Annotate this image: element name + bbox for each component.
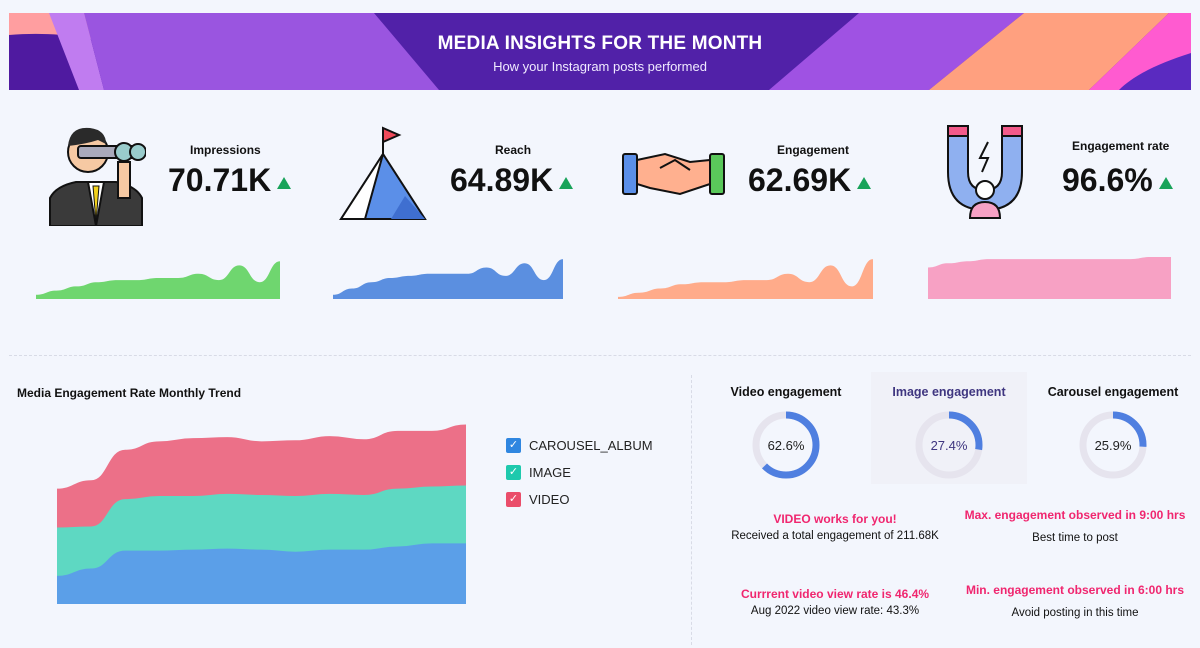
sparkline-area [618,259,873,299]
banner-background [9,13,1191,90]
insight-highlight: Currrent video view rate is 46.4% [740,587,930,601]
insight-min-engagement: Min. engagement observed in 6:00 hrs Avoi… [960,583,1190,619]
sparkline-impressions [36,261,280,299]
sparkline-engagement [618,259,873,299]
insight-highlight: Min. engagement observed in 6:00 hrs [965,583,1185,597]
ring-progress [752,411,820,479]
ring-video: Video engagement 62.6% [711,380,861,481]
ring-progress [915,411,983,479]
progress-ring: 25.9% [1079,411,1147,479]
kpi-engagement: Engagement 62.69K [620,110,880,240]
trend-up-icon [559,176,574,189]
legend-item-carousel[interactable]: ✓ CAROUSEL_ALBUM [506,432,653,459]
ring-title: Video engagement [730,385,842,399]
legend-item-image[interactable]: ✓ IMAGE [506,459,653,486]
progress-ring: 62.6% [752,411,820,479]
ring-value: 27.4% [931,438,968,453]
sparkline-area [36,261,280,299]
chart-title: Media Engagement Rate Monthly Trend [17,386,242,400]
insight-highlight: Max. engagement observed in 9:00 hrs [964,508,1186,522]
checkbox-checked-icon[interactable]: ✓ [506,438,521,453]
kpi-value-text: 70.71K [168,162,272,198]
ring-value: 25.9% [1095,438,1132,453]
sparkline-area [333,259,563,299]
insight-text: Received a total engagement of 211.68K [731,530,939,542]
kpi-engagement-rate: Engagement rate 96.6% [940,110,1200,240]
sparkline-engagement-rate [928,257,1171,299]
column-divider [691,375,692,645]
kpi-value: 62.69K [748,162,872,199]
legend-item-video[interactable]: ✓ VIDEO [506,486,653,513]
area-series-carousel_album [57,543,466,604]
ring-title: Image engagement [892,385,1006,399]
insight-highlight: VIDEO works for you! [773,512,897,526]
trend-up-icon [1158,176,1173,189]
kpi-value-text: 62.69K [748,162,852,198]
legend-label: IMAGE [529,465,571,480]
ring-carousel: Carousel engagement 25.9% [1038,380,1188,481]
checkbox-checked-icon[interactable]: ✓ [506,492,521,507]
header-banner: MEDIA INSIGHTS FOR THE MONTH How your In… [9,13,1191,90]
ring-title: Carousel engagement [1047,385,1179,399]
kpi-value: 96.6% [1062,162,1173,199]
kpi-reach: Reach 64.89K [335,110,595,240]
ring-progress [1079,411,1147,479]
stacked-area-chart [57,424,466,604]
handshake-icon [622,152,725,196]
page-title: MEDIA INSIGHTS FOR THE MONTH [437,33,763,54]
mountain-flag-icon [339,126,427,220]
kpi-value-text: 96.6% [1062,162,1153,198]
kpi-label: Engagement rate [1072,139,1170,153]
legend-label: CAROUSEL_ALBUM [529,438,653,453]
trend-up-icon [277,176,292,189]
insight-text: Aug 2022 video view rate: 43.3% [750,605,920,617]
ring-image: Image engagement 27.4% [871,372,1027,484]
kpi-label: Reach [495,143,532,157]
kpi-value: 64.89K [450,162,574,199]
progress-ring: 27.4% [915,411,983,479]
sparkline-area [928,257,1171,299]
chart-legend: ✓ CAROUSEL_ALBUM ✓ IMAGE ✓ VIDEO [506,432,653,513]
kpi-impressions: Impressions 70.71K [40,110,300,240]
trend-up-icon [857,176,872,189]
insight-view-rate: Currrent video view rate is 46.4% Aug 202… [700,587,970,617]
insight-max-engagement: Max. engagement observed in 9:00 hrs Best… [960,508,1190,544]
legend-label: VIDEO [529,492,570,507]
kpi-value-text: 64.89K [450,162,554,198]
insight-text: Avoid posting in this time [1011,607,1139,619]
page-subtitle: How your Instagram posts performed [493,59,707,74]
kpi-label: Impressions [190,143,261,157]
section-divider [9,355,1191,356]
kpi-value: 70.71K [168,162,292,199]
kpi-label: Engagement [777,143,850,157]
sparkline-reach [333,259,563,299]
magnet-user-icon [947,125,1023,219]
insight-text: Best time to post [1032,532,1118,544]
person-binoculars-icon [49,127,146,226]
checkbox-checked-icon[interactable]: ✓ [506,465,521,480]
ring-value: 62.6% [768,438,805,453]
insight-video-works: VIDEO works for you! Received a total eng… [700,512,970,542]
